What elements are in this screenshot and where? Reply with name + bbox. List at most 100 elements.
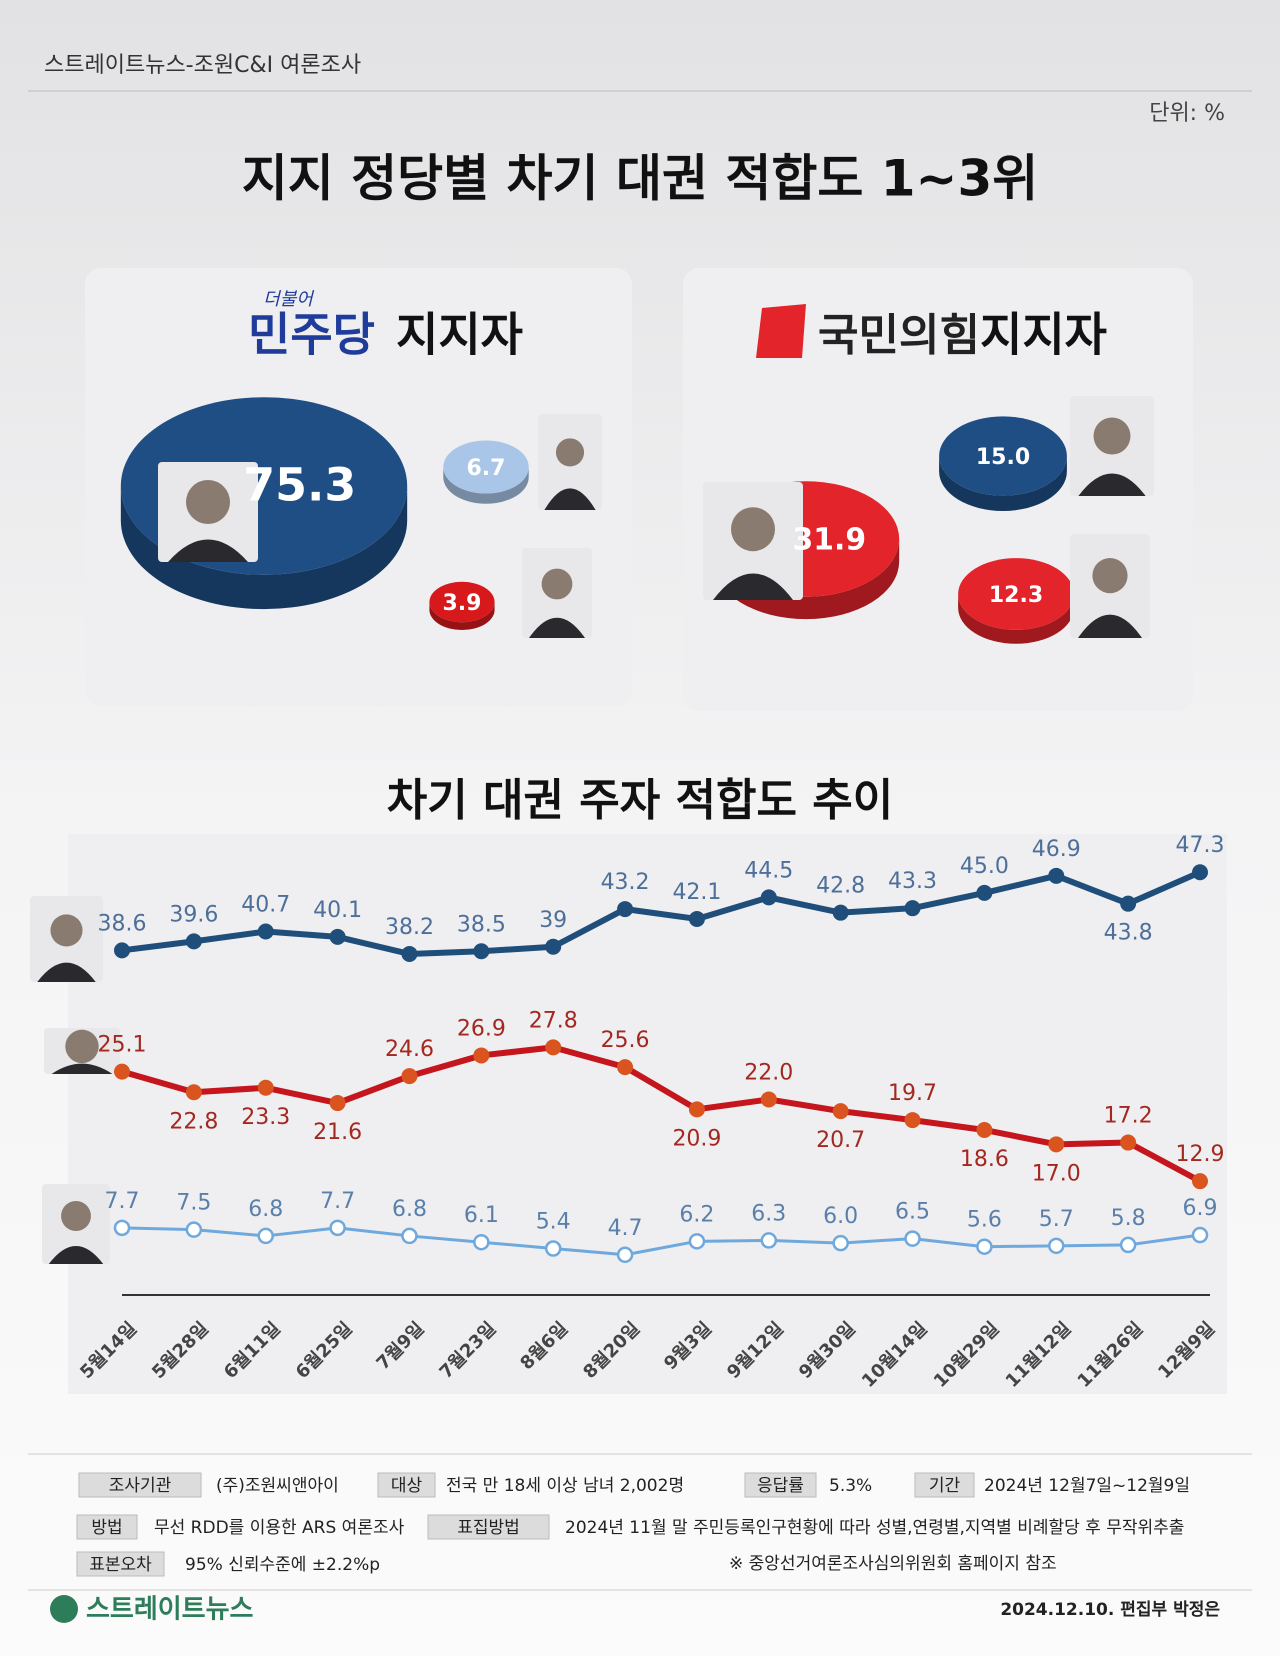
bubble-label: 31.9 — [793, 523, 867, 558]
field-value: (주)조원씨앤아이 — [216, 1476, 339, 1496]
marker — [1191, 1226, 1209, 1244]
marker — [1120, 1134, 1137, 1151]
panel-label: 지지자 — [396, 308, 523, 362]
value-label: 20.9 — [672, 1126, 721, 1151]
bubble — [939, 416, 1067, 496]
value-label: 7.7 — [320, 1189, 355, 1214]
bubble-side — [120, 486, 408, 610]
marker — [329, 1219, 346, 1237]
field-value: 무선 RDD를 이용한 ARS 여론조사 — [154, 1518, 405, 1538]
photo-head — [61, 1201, 91, 1231]
field-label: 응답률 — [757, 1476, 804, 1496]
bubble-side — [429, 602, 495, 631]
marker — [1119, 1236, 1137, 1254]
value-label: 6.2 — [679, 1202, 714, 1227]
bubble-label: 15.0 — [976, 445, 1030, 470]
photo-body — [544, 488, 596, 510]
marker — [257, 923, 274, 940]
value-label: 17.0 — [1032, 1161, 1081, 1186]
marker — [904, 900, 921, 917]
marker — [832, 1103, 849, 1120]
party-logo — [756, 304, 806, 358]
field-label: 대상 — [391, 1476, 423, 1496]
value-label: 5.8 — [1111, 1206, 1146, 1231]
bubble-side — [443, 467, 529, 504]
photo-body — [168, 539, 248, 562]
panel-label: 지지자 — [980, 308, 1107, 362]
source: 스트레이트뉴스-조원C&I 여론조사 — [44, 53, 361, 78]
photo-body — [1078, 614, 1142, 638]
marker — [760, 1232, 778, 1249]
value-label: 7.7 — [105, 1189, 140, 1214]
marker — [401, 1227, 418, 1245]
marker — [545, 1039, 562, 1056]
value-label: 43.2 — [601, 870, 650, 895]
marker — [1048, 1136, 1065, 1153]
marker — [473, 1233, 490, 1251]
marker — [1048, 1237, 1065, 1255]
marker — [904, 1230, 921, 1247]
marker — [688, 1233, 706, 1250]
marker — [329, 1095, 346, 1112]
bubble — [958, 558, 1074, 630]
series-line — [121, 1226, 1201, 1257]
photo-head — [731, 507, 775, 552]
photo-body — [51, 1063, 113, 1074]
value-label: 22.8 — [169, 1109, 218, 1134]
value-label: 21.6 — [313, 1120, 362, 1145]
value-label: 17.2 — [1104, 1104, 1153, 1129]
value-label: 27.8 — [529, 1008, 578, 1033]
value-label: 46.9 — [1032, 837, 1081, 862]
value-label: 6.5 — [895, 1200, 930, 1225]
marker — [760, 889, 777, 906]
bubble-side — [939, 456, 1067, 511]
value-label: 5.7 — [1039, 1207, 1074, 1232]
party-name: 국민의힘 — [818, 310, 980, 361]
marker — [976, 884, 993, 901]
photo-head — [186, 480, 230, 524]
field-value: 2024년 12월7일~12월9일 — [984, 1476, 1190, 1496]
marker — [185, 1084, 202, 1101]
marker — [904, 1112, 921, 1129]
field-value: 2024년 11월 말 주민등록인구현황에 따라 성별,연령별,지역별 비례할당… — [565, 1518, 1184, 1538]
marker — [976, 1238, 993, 1255]
marker — [688, 1101, 705, 1118]
field-box — [76, 1551, 165, 1577]
field-label: 표집방법 — [457, 1518, 520, 1538]
value-label: 5.6 — [967, 1208, 1002, 1233]
unit: 단위: % — [1149, 101, 1225, 126]
value-label: 20.7 — [816, 1128, 865, 1153]
photo-head — [541, 568, 573, 600]
value-label: 22.0 — [744, 1060, 793, 1085]
value-label: 40.7 — [241, 893, 290, 918]
value-label: 43.8 — [1104, 921, 1153, 946]
marker — [257, 1227, 274, 1245]
chart-title: 차기 대권 주자 적합도 추이 — [387, 775, 894, 826]
photo-head — [50, 914, 83, 947]
value-label: 6.0 — [823, 1204, 858, 1229]
value-label: 38.5 — [457, 912, 506, 937]
photo-body — [713, 573, 793, 600]
bubble-label: 75.3 — [243, 458, 356, 512]
marker — [760, 1091, 777, 1108]
photo-head — [65, 1029, 99, 1064]
field-value: 전국 만 18세 이상 남녀 2,002명 — [446, 1476, 684, 1496]
marker — [257, 1079, 274, 1096]
marker — [113, 1219, 131, 1237]
main-title: 지지 정당별 차기 대권 적합도 1~3위 — [242, 150, 1039, 208]
photo-body — [37, 962, 96, 982]
value-label: 24.6 — [385, 1037, 434, 1062]
photo-head — [1092, 558, 1128, 594]
marker — [329, 928, 346, 945]
field-label: 방법 — [91, 1518, 122, 1538]
value-label: 6.1 — [464, 1203, 499, 1228]
party-tag: 더불어 — [263, 289, 315, 310]
value-label: 18.6 — [960, 1147, 1009, 1172]
value-label: 38.6 — [98, 911, 147, 936]
value-label: 4.7 — [608, 1216, 643, 1241]
marker — [832, 1234, 849, 1252]
field-label: 기간 — [929, 1476, 961, 1496]
field-box — [914, 1472, 975, 1498]
